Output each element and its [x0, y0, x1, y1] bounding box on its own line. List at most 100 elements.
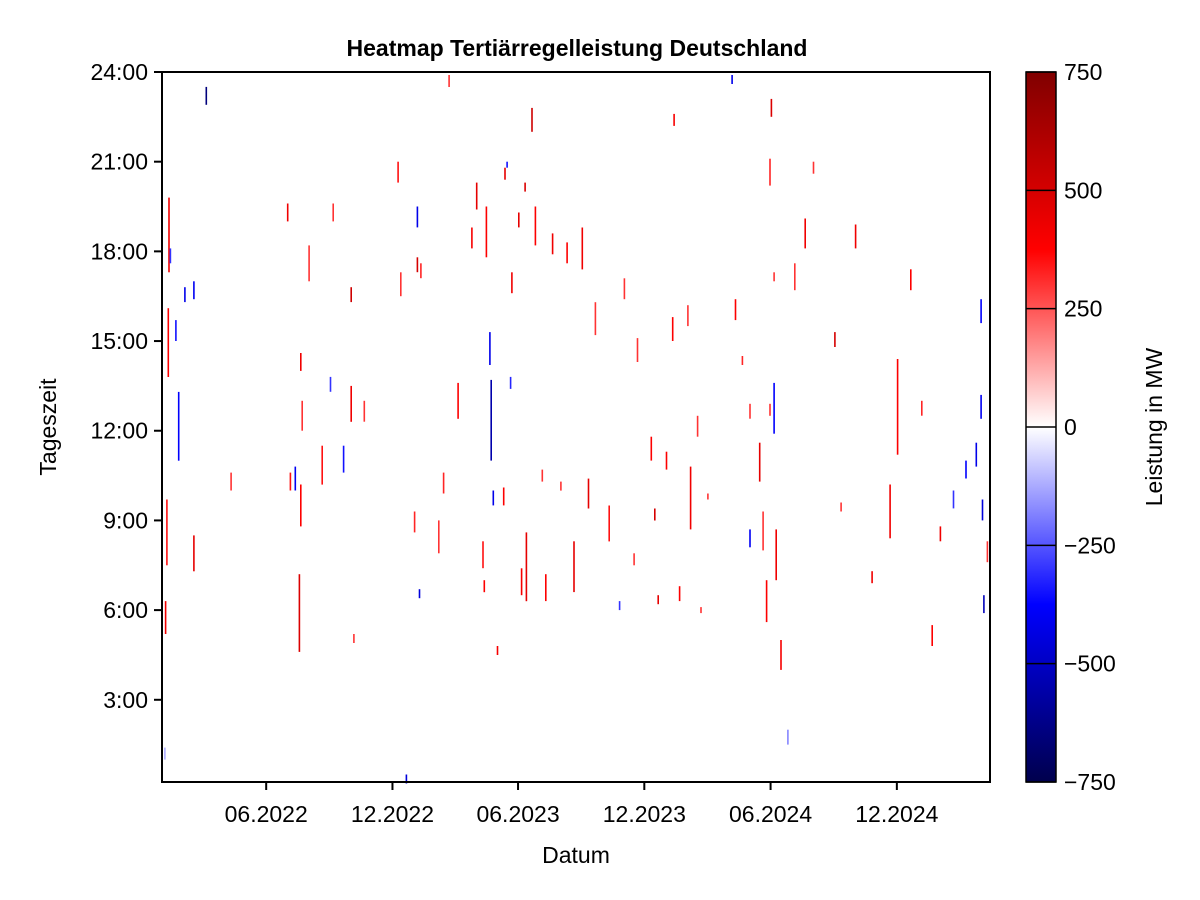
heatmap-cell [804, 218, 806, 249]
heatmap-cell [671, 317, 674, 341]
y-axis: 3:00 6:00 9:00 12:00 15:00 18:00 21:00 24:00 [90, 59, 162, 713]
heatmap-cell [416, 257, 419, 273]
x-tick-label: 06.2024 [729, 801, 812, 827]
heatmap-cell [952, 490, 955, 509]
heatmap-cell [707, 493, 709, 500]
heatmap-cell [400, 272, 402, 297]
heatmap-cell [300, 484, 302, 527]
heatmap-cell [673, 113, 675, 126]
heatmap-cell [986, 541, 989, 563]
heatmap-cell [939, 526, 942, 542]
heatmap-cell [321, 445, 323, 485]
heatmap-cell [308, 245, 310, 282]
heatmap-cell [506, 161, 508, 168]
x-axis: 06.2022 12.2022 06.2023 12.2023 06.2024 12.20… [225, 782, 939, 827]
colorbar-tick-label: −750 [1064, 769, 1116, 795]
heatmap-cell [551, 233, 554, 255]
heatmap-cell [520, 568, 523, 596]
heatmap-cell [471, 227, 473, 249]
heatmap-cell [770, 98, 773, 117]
heatmap-cell [657, 595, 659, 605]
heatmap-cell [687, 305, 689, 327]
heatmap-cell [492, 490, 495, 506]
heatmap-cell [184, 287, 186, 303]
heatmap-cell [363, 400, 366, 422]
heatmap-cell [734, 299, 737, 321]
colorbar: 750 500 250 0 −250 −500 −750 Leistung in MW [1025, 59, 1167, 795]
heatmap-cell [534, 206, 537, 246]
heatmap-cell [787, 729, 789, 745]
heatmap-cell [286, 203, 289, 222]
heatmap-cell [418, 589, 421, 599]
heatmap-cell [168, 197, 170, 273]
heatmap-cell [496, 646, 499, 655]
heatmap-cell [413, 511, 416, 533]
heatmap-cell [573, 541, 575, 593]
heatmap-cell [741, 356, 744, 365]
heatmap-cell [608, 505, 610, 542]
heatmap-cell [731, 75, 733, 84]
colorbar-tick-label: −500 [1064, 651, 1116, 677]
heatmap-cell [298, 574, 301, 652]
heatmap-cell [773, 272, 775, 282]
heatmap-cell [794, 263, 796, 291]
heatmap-cell [511, 272, 513, 294]
heatmap-cell [840, 502, 842, 512]
heatmap-cell [581, 227, 584, 270]
heatmap-cell [483, 580, 486, 593]
heatmap-cell [910, 269, 912, 291]
colorbar-tick-label: 500 [1064, 177, 1102, 203]
heatmap-cell [342, 445, 345, 473]
heatmap-cell [980, 299, 982, 324]
heatmap-cell [775, 529, 777, 581]
heatmap-cell [294, 466, 297, 491]
heatmap-cell [518, 212, 520, 228]
x-tick-label: 06.2023 [476, 801, 559, 827]
colorbar-tick-label: 750 [1064, 59, 1102, 85]
heatmap-cell [983, 595, 985, 614]
heatmap-cell [350, 287, 352, 303]
heatmap-cell [769, 403, 771, 416]
heatmap-cell [689, 466, 692, 530]
heatmap-cell [193, 535, 195, 572]
heatmap-cell [504, 167, 506, 180]
colorbar-tick-label: 0 [1064, 414, 1077, 440]
heatmap-cell [765, 580, 768, 623]
heatmap-cell [834, 332, 836, 347]
heatmap-cell [871, 571, 873, 584]
colorbar-ticks: 750 500 250 0 −250 −500 −750 [1026, 59, 1116, 795]
heatmap-cell [438, 520, 440, 554]
heatmap-cell [289, 472, 292, 491]
heatmap-cell [482, 541, 484, 569]
heatmap-cell [350, 385, 352, 422]
heatmap-cell [175, 320, 177, 341]
x-axis-label: Datum [542, 842, 610, 868]
heatmap-cell [164, 601, 167, 634]
heatmap-cell [980, 394, 982, 419]
heatmap-cell [531, 107, 533, 132]
heatmap-cell [205, 86, 208, 105]
plot-area [162, 72, 990, 782]
heatmap-cell [405, 774, 408, 784]
heatmap-cell [618, 601, 621, 611]
heatmap-cell [509, 376, 512, 389]
heatmap-cell [489, 332, 491, 365]
heatmap-cell [525, 532, 528, 602]
heatmap-cell [566, 242, 568, 264]
heatmap-cell [353, 634, 355, 643]
heatmap-cell [301, 400, 303, 431]
y-tick-label: 18:00 [90, 238, 148, 264]
heatmap-cell [177, 391, 180, 461]
heatmap-cell [758, 442, 761, 482]
x-tick-label: 06.2022 [225, 801, 308, 827]
heatmap-cell [812, 161, 815, 174]
heatmap-cell [329, 376, 332, 392]
heatmap-cell [524, 182, 526, 192]
heatmap-cell [975, 442, 978, 467]
heatmap-cell [749, 529, 751, 548]
heatmap-cell [457, 382, 459, 419]
heatmap-cell [397, 161, 399, 183]
heatmap-cell [490, 379, 492, 461]
heatmap-cell [769, 158, 771, 186]
y-tick-label: 9:00 [103, 507, 148, 533]
